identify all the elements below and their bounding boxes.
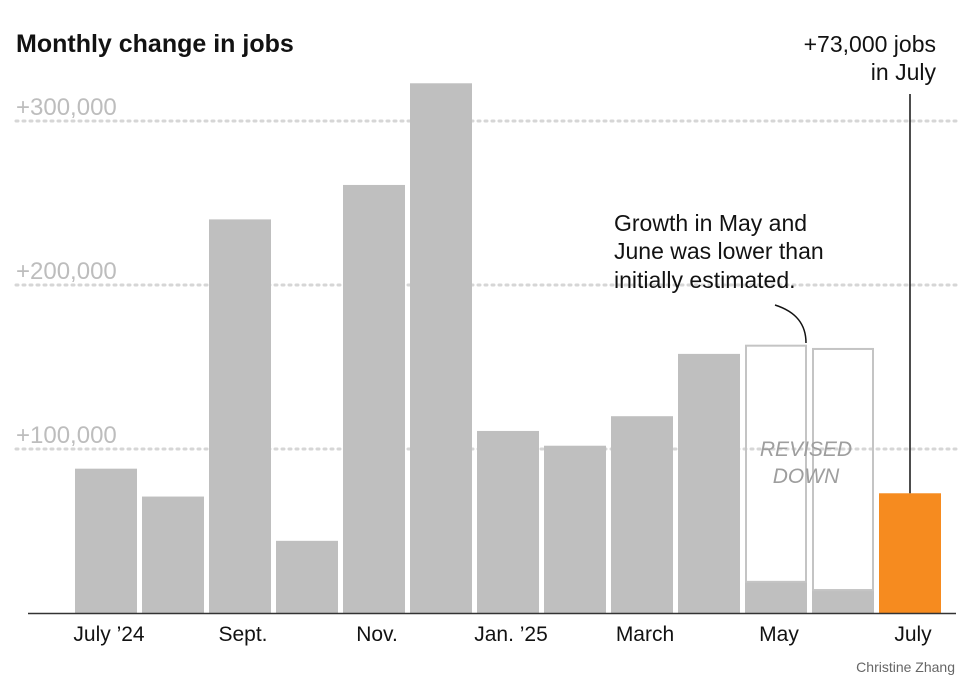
annotation-line1: Growth in May and	[614, 210, 807, 236]
credit: Christine Zhang	[856, 659, 955, 675]
x-tick-label: Sept.	[218, 623, 267, 646]
bar	[745, 581, 807, 613]
bar	[611, 416, 673, 613]
revised-label-line1: REVISED	[760, 438, 852, 461]
bars	[75, 83, 941, 613]
x-tick-label: May	[759, 623, 799, 646]
x-tick-label: July ’24	[73, 623, 145, 646]
bar	[812, 590, 874, 613]
bar-highlight	[879, 493, 941, 613]
bar	[142, 496, 204, 613]
x-tick-label: Nov.	[356, 623, 398, 646]
y-tick-label: +100,000	[16, 422, 117, 449]
annotation-line2: June was lower than	[614, 238, 824, 264]
x-tick-label: March	[616, 623, 674, 646]
x-tick-label: Jan. ’25	[474, 623, 548, 646]
bar	[410, 83, 472, 613]
x-axis-labels: July ’24 Sept. Nov. Jan. ’25 March May July	[73, 623, 932, 646]
bar	[75, 468, 137, 613]
gridlines	[14, 119, 960, 451]
annotation-line3: initially estimated.	[614, 267, 796, 293]
bar	[343, 184, 405, 613]
y-axis-labels: +100,000 +200,000 +300,000	[16, 94, 117, 449]
bar	[276, 540, 338, 613]
bar	[209, 219, 271, 613]
revised-label-line2: DOWN	[773, 465, 840, 488]
initial-estimate-outlines	[745, 344, 874, 592]
y-tick-label: +200,000	[16, 258, 117, 285]
bar	[678, 353, 740, 613]
x-tick-label: July	[894, 623, 932, 646]
annotation-curve	[774, 304, 807, 344]
bar	[477, 430, 539, 613]
initial-estimate-outline	[812, 347, 874, 592]
initial-estimate-outline	[745, 344, 807, 583]
bar	[544, 445, 606, 613]
chart-title: Monthly change in jobs	[16, 30, 294, 58]
y-tick-label: +300,000	[16, 94, 117, 121]
highlight-label-line2: in July	[871, 59, 937, 85]
highlight-label-line1: +73,000 jobs	[804, 31, 936, 57]
